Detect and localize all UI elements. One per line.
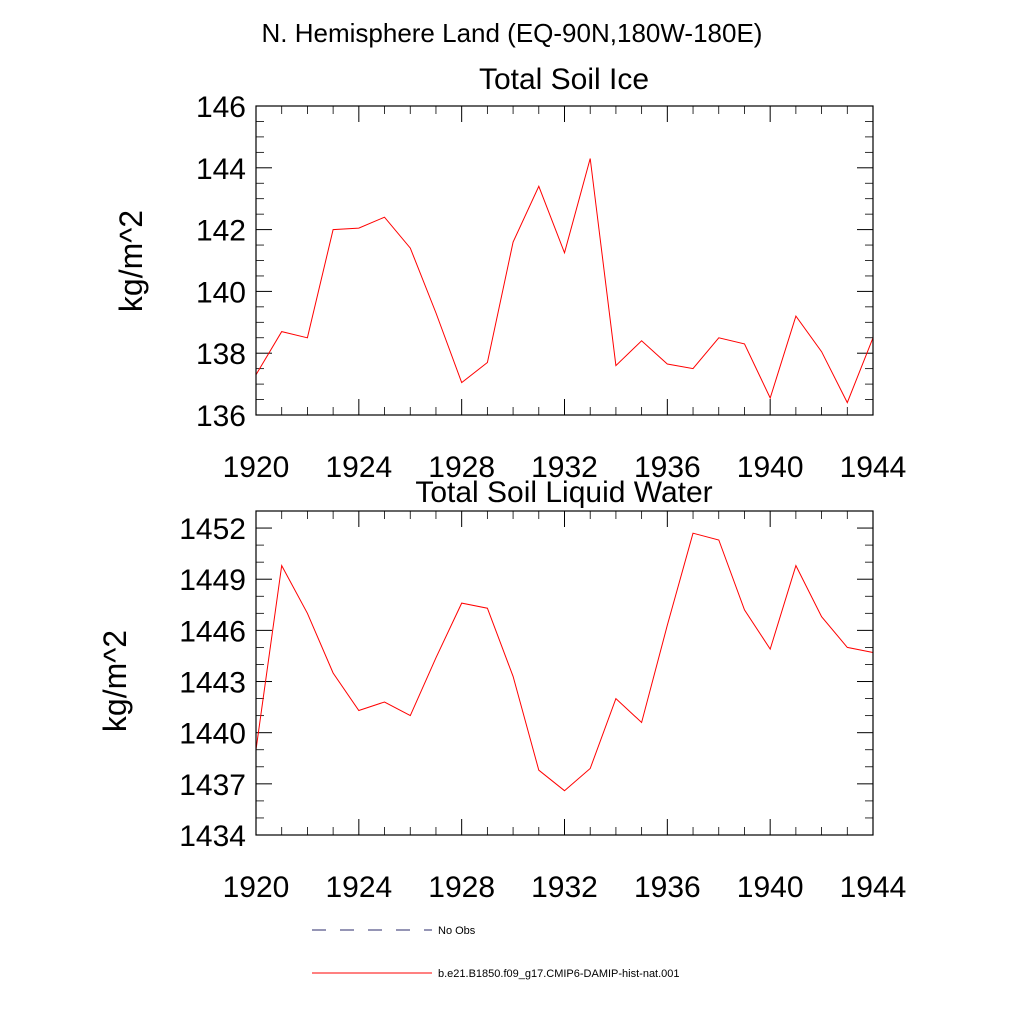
x-tick-label: 1924 [325,451,392,484]
y-tick-label: 138 [196,338,246,371]
y-tick-label: 1452 [179,513,246,546]
x-tick-label: 1928 [428,451,495,484]
figure-title: N. Hemisphere Land (EQ-90N,180W-180E) [262,18,763,48]
y-tick-label: 1440 [179,718,246,751]
y-tick-label: 144 [196,153,246,186]
plot-frame [255,105,874,416]
y-tick-label: 146 [196,91,246,124]
y-tick-label: 140 [196,276,246,309]
x-tick-label: 1940 [737,451,804,484]
legend-label-no-obs: No Obs [438,925,476,937]
panel-title: Total Soil Liquid Water [415,476,712,509]
panel-total-soil-liquid-water: Total Soil Liquid Water kg/m^2 1920 1924 1… [97,476,906,904]
x-tick-label: 1940 [737,871,804,904]
panel-title: Total Soil Ice [479,63,649,96]
y-tick-label: 1434 [179,820,246,853]
y-axis-label: kg/m^2 [97,630,133,732]
y-tick-label: 1446 [179,615,246,648]
x-tick-label: 1944 [840,451,907,484]
x-tick-label: 1932 [531,451,598,484]
y-axis-label: kg/m^2 [113,210,149,312]
series-line [255,532,874,792]
x-tick-label: 1936 [634,871,701,904]
x-tick-label: 1924 [325,871,392,904]
x-tick-label: 1920 [223,451,290,484]
y-tick-label: 1437 [179,769,246,802]
x-tick-label: 1928 [428,871,495,904]
x-tick-label: 1936 [634,451,701,484]
y-tick-label: 1443 [179,667,246,700]
y-tick-label: 142 [196,215,246,248]
y-tick-label: 136 [196,400,246,433]
panel-total-soil-ice: Total Soil Ice kg/m^2 1920 1924 1928 1932 19… [113,63,906,484]
plot-frame [255,510,874,836]
legend: No Obs b.e21.B1850.f09_g17.CMIP6-DAMIP-h… [312,925,680,980]
legend-label-model: b.e21.B1850.f09_g17.CMIP6-DAMIP-hist-nat… [438,968,680,980]
y-tick-label: 1449 [179,564,246,597]
x-tick-label: 1932 [531,871,598,904]
series-line [255,158,874,404]
x-tick-label: 1920 [223,871,290,904]
x-tick-label: 1944 [840,871,907,904]
